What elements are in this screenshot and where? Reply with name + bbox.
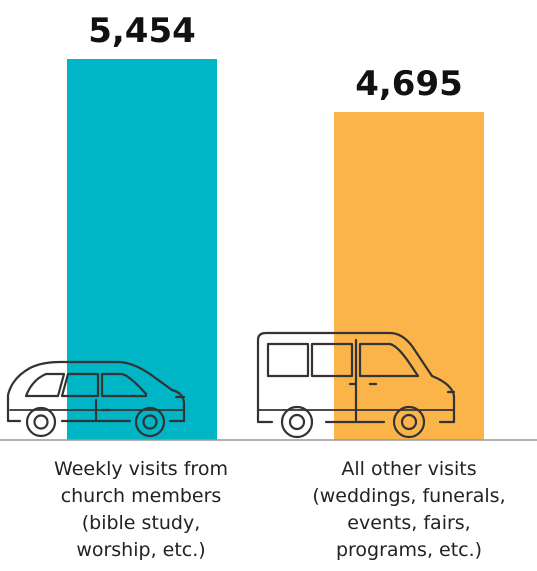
bar-1 [334, 112, 484, 440]
category-label-line: All other visits [341, 458, 477, 480]
value-label-0: 5,454 [88, 11, 196, 51]
bar-0 [67, 59, 217, 440]
category-label-weekly: Weekly visits from church members (bible… [21, 456, 261, 564]
category-label-line: church members [60, 485, 222, 507]
van-icon [256, 331, 456, 439]
category-label-line: (bible study, [81, 512, 201, 534]
value-labels-group: 5,454 4,695 [88, 11, 463, 104]
bars-group [67, 59, 484, 440]
category-label-line: worship, etc.) [76, 539, 206, 561]
category-label-line: Weekly visits from [54, 458, 228, 480]
category-label-line: programs, etc.) [335, 539, 483, 561]
category-label-line: (weddings, funerals, [312, 485, 506, 507]
value-label-1: 4,695 [355, 64, 463, 104]
minivan-icon [6, 360, 186, 438]
category-label-other: All other visits (weddings, funerals, ev… [289, 456, 529, 564]
category-label-line: events, fairs, [347, 512, 471, 534]
